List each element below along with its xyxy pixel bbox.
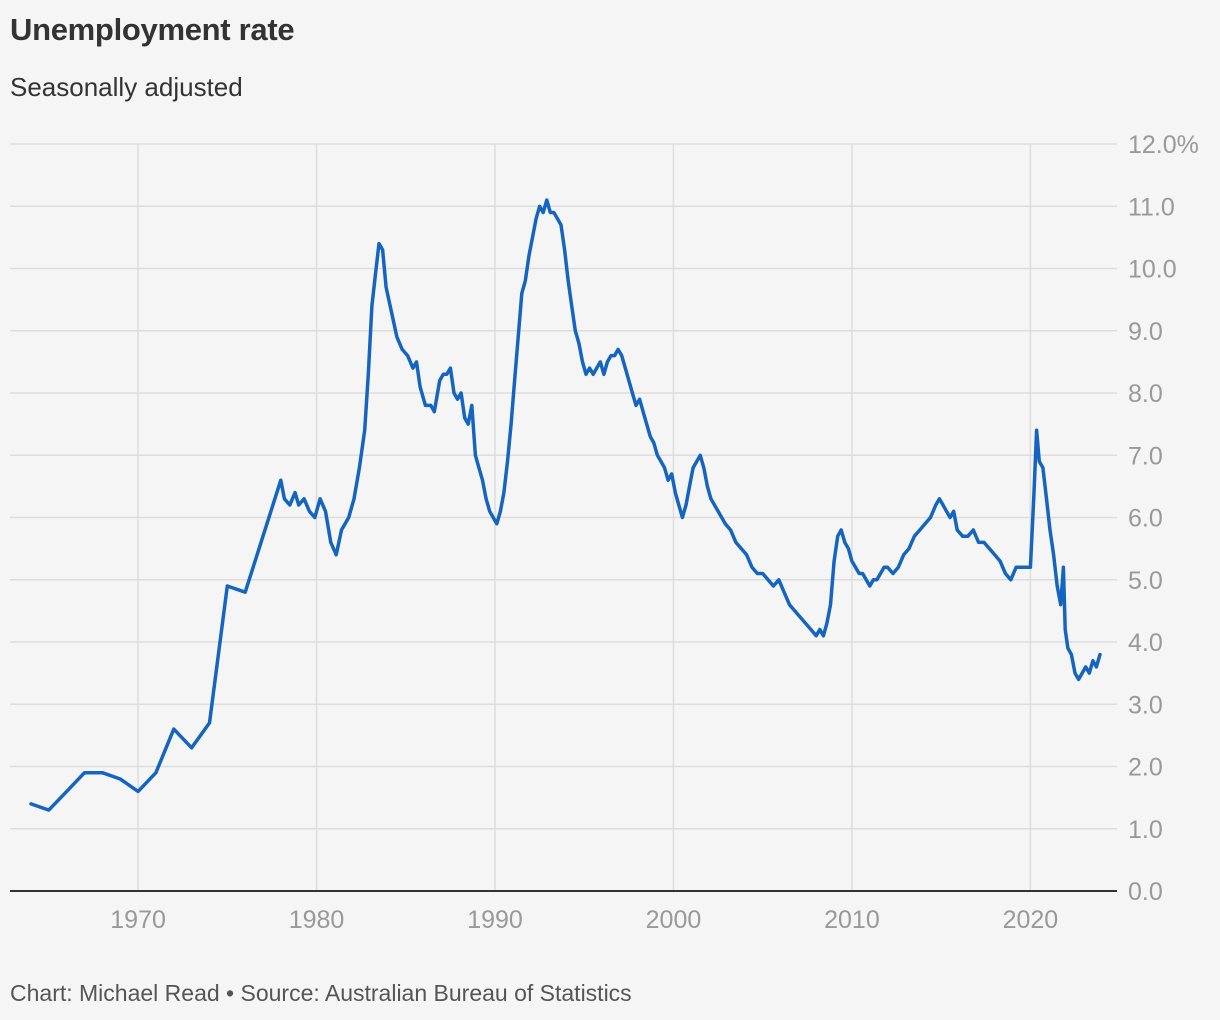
y-tick-label: 11.0 xyxy=(1128,193,1175,221)
gridlines xyxy=(10,143,1117,891)
x-tick-label: 1980 xyxy=(289,906,345,934)
chart-title: Unemployment rate xyxy=(10,12,295,47)
series-group xyxy=(29,198,1102,812)
y-tick-label: 12.0% xyxy=(1128,131,1199,159)
y-tick-label: 5.0 xyxy=(1128,567,1163,595)
chart-subtitle: Seasonally adjusted xyxy=(10,72,243,102)
y-tick-label: 2.0 xyxy=(1128,754,1163,782)
y-tick-label: 1.0 xyxy=(1128,816,1163,844)
y-tick-label: 0.0 xyxy=(1128,878,1163,906)
y-tick-label: 9.0 xyxy=(1128,318,1163,346)
x-tick-label: 1970 xyxy=(110,906,166,934)
y-tick-label: 10.0 xyxy=(1128,256,1177,284)
y-tick-label: 7.0 xyxy=(1128,442,1163,470)
y-tick-label: 3.0 xyxy=(1128,691,1163,719)
x-tick-label: 2010 xyxy=(824,906,880,934)
y-tick-label: 8.0 xyxy=(1128,380,1163,408)
y-tick-label: 4.0 xyxy=(1128,629,1163,657)
x-axis-ticks: 1970 1980 1990 2000 2010 2020 xyxy=(110,906,1058,934)
x-tick-label: 1990 xyxy=(467,906,523,934)
x-tick-label: 2000 xyxy=(646,906,702,934)
chart-footer: Chart: Michael Read • Source: Australian… xyxy=(10,980,632,1006)
y-axis-ticks: 0.0 1.0 2.0 3.0 4.0 5.0 6.0 7.0 8.0 9.0 10.0 11.0 12… xyxy=(1128,131,1199,906)
y-tick-label: 6.0 xyxy=(1128,505,1163,533)
series-line-unemployment-rate xyxy=(29,198,1102,812)
x-tick-label: 2020 xyxy=(1003,906,1059,934)
